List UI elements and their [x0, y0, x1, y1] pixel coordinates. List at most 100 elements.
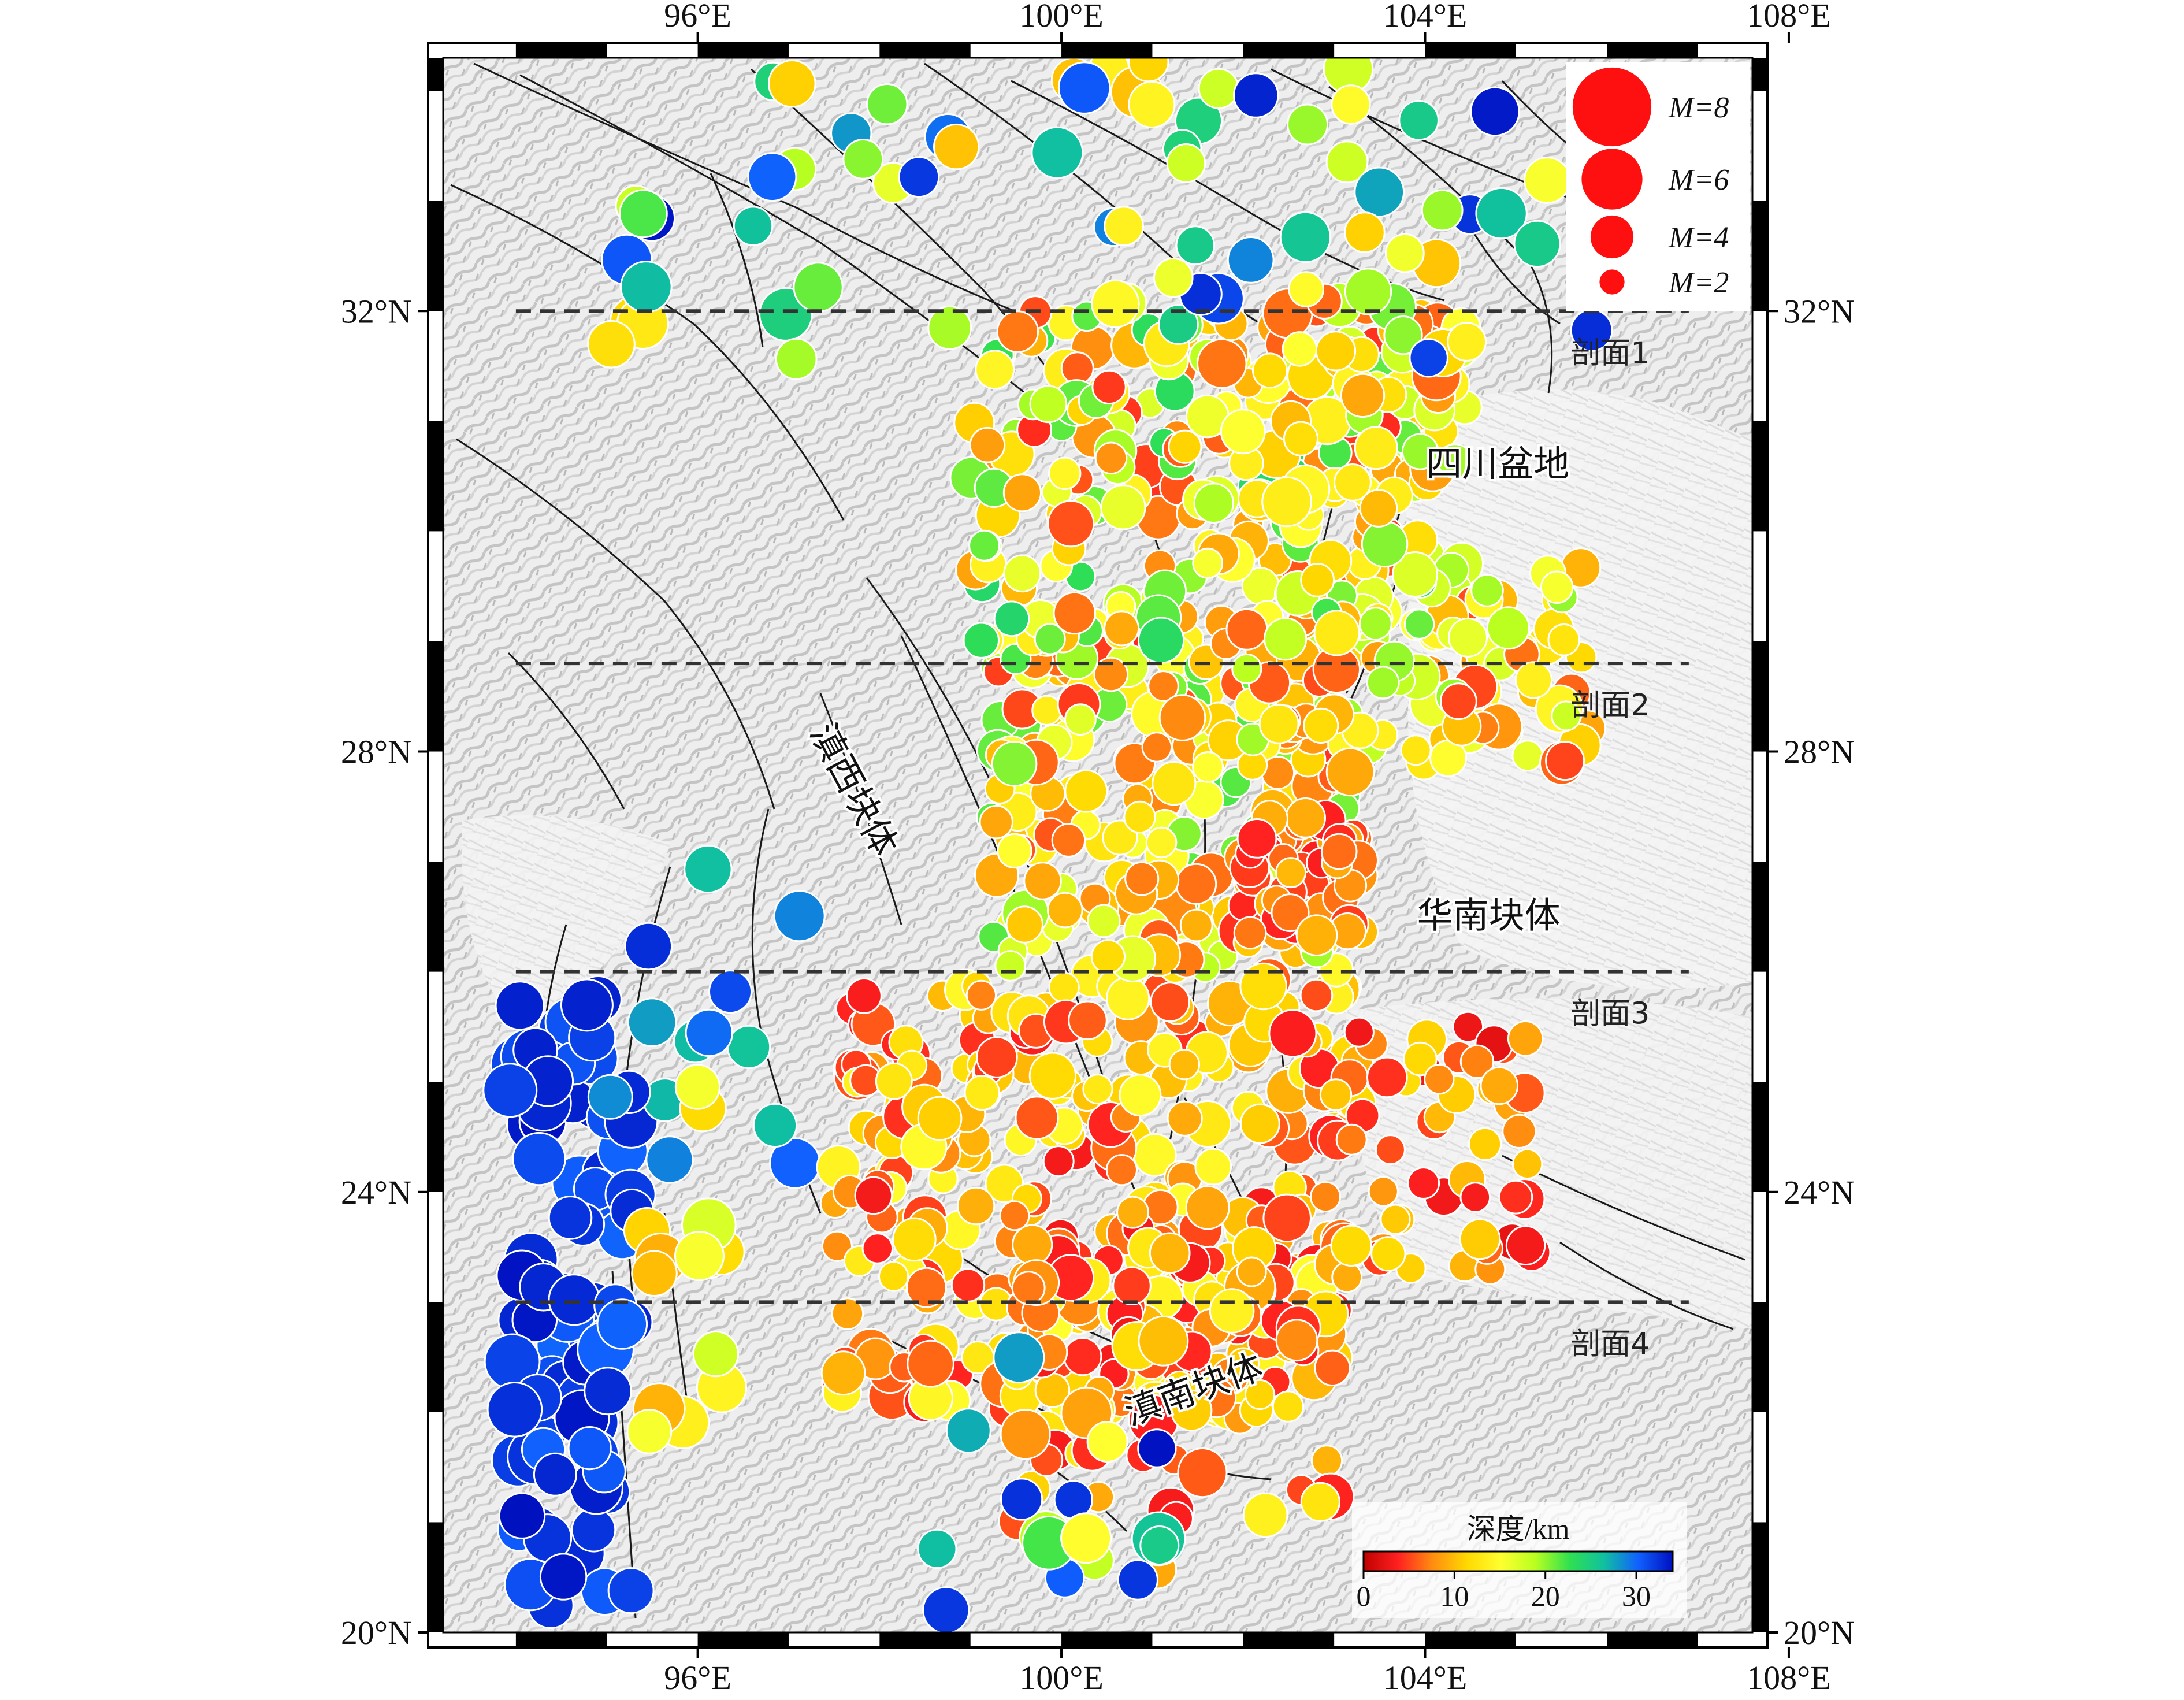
profile-2-label: 剖面2 [1570, 688, 1650, 723]
earthquake-event [1158, 694, 1206, 741]
earthquake-event [1012, 1224, 1053, 1265]
earthquake-event [773, 890, 826, 942]
earthquake-event [993, 1331, 1045, 1384]
legend-label-m8: M=8 [1668, 91, 1729, 124]
earthquake-event [1268, 1009, 1317, 1058]
earthquake-event [1119, 1074, 1162, 1117]
earthquake-event [1383, 315, 1423, 355]
frame-segment [1425, 1632, 1516, 1647]
depth-colorbar: 深度/km 0 10 20 30 [1352, 1502, 1687, 1618]
earthquake-event [1209, 1288, 1255, 1334]
earthquake-event [1344, 211, 1386, 253]
frame-segment [428, 201, 443, 311]
earthquake-event [1057, 61, 1111, 114]
earthquake-event [1005, 905, 1044, 944]
earthquake-event [1048, 971, 1080, 1004]
earthquake-event [548, 1196, 593, 1240]
earthquake-event [1170, 1389, 1213, 1432]
earthquake-event [1236, 818, 1277, 859]
earthquake-event [1354, 166, 1405, 218]
earthquake-event [1168, 1048, 1201, 1081]
lon-tick-label-bottom: 108°E [1747, 1659, 1831, 1697]
earthquake-event [922, 1586, 970, 1632]
earthquake-event [619, 189, 668, 239]
legend-circle-m4 [1590, 215, 1634, 259]
earthquake-event [1003, 554, 1042, 593]
earthquake-event [1262, 1193, 1312, 1243]
earthquake-event [866, 83, 908, 125]
earthquake-event [950, 1268, 986, 1302]
earthquake-event [1354, 426, 1398, 470]
earthquake-event [1053, 591, 1097, 635]
lon-tick-label-top: 108°E [1747, 0, 1831, 34]
earthquake-event [620, 261, 673, 313]
earthquake-event [1225, 608, 1268, 651]
earthquake-event [1128, 81, 1176, 128]
earthquake-event [1310, 1181, 1341, 1213]
earthquake-event [1400, 734, 1432, 766]
earthquake-event [999, 1200, 1030, 1231]
earthquake-event [708, 970, 752, 1014]
south-china-block-label: 华南块体 [1417, 894, 1561, 936]
earthquake-event [917, 1528, 957, 1569]
earthquake-event [1437, 443, 1473, 479]
sichuan-basin-label: 四川盆地 [1426, 443, 1569, 485]
earthquake-event [1368, 1176, 1399, 1207]
earthquake-event [1319, 1078, 1353, 1111]
earthquake-event [1258, 703, 1299, 744]
earthquake-event [1090, 939, 1126, 974]
earthquake-event [1242, 1492, 1288, 1538]
earthquake-event [1452, 1011, 1484, 1043]
earthquake-event [1513, 220, 1561, 268]
earthquake-event [1380, 1204, 1411, 1235]
earthquake-event [831, 1297, 864, 1330]
earthquake-event [997, 833, 1032, 869]
earthquake-event [793, 262, 844, 313]
earthquake-event [1275, 857, 1307, 889]
lon-tick-label-top: 104°E [1383, 0, 1468, 34]
earthquake-event [1300, 1482, 1340, 1522]
earthquake-event [627, 997, 677, 1047]
earthquake-event [898, 156, 940, 198]
earthquake-event [1385, 233, 1425, 273]
earthquake-event [1344, 268, 1392, 315]
colorbar-tick-label: 30 [1622, 1580, 1651, 1612]
earthquake-event [1282, 331, 1318, 367]
earthquake-event [1330, 1224, 1372, 1267]
earthquake-event [1051, 823, 1086, 858]
earthquake-event [1403, 1041, 1438, 1077]
legend-label-m2: M=2 [1668, 266, 1729, 299]
frame-segment [697, 1632, 789, 1647]
earthquake-event [1375, 1134, 1406, 1165]
earthquake-event [1233, 916, 1267, 950]
earthquake-event [1252, 352, 1288, 389]
earthquake-event [533, 1452, 577, 1497]
frame-segment [1752, 862, 1767, 972]
lat-tick-label-right: 20°N [1784, 1614, 1855, 1651]
earthquake-event [964, 1075, 1000, 1111]
earthquake-event [1407, 1167, 1440, 1200]
earthquake-event [1147, 670, 1179, 702]
earthquake-event [1047, 500, 1095, 548]
earthquake-event [927, 305, 972, 350]
earthquake-event [965, 979, 997, 1011]
earthquake-event [1335, 1123, 1368, 1156]
earthquake-event [1524, 157, 1571, 204]
earthquake-event [1112, 1266, 1152, 1305]
earthquake-event [1275, 1319, 1318, 1362]
earthquake-event [820, 1350, 866, 1396]
earthquake-event [1421, 189, 1464, 232]
earthquake-event [1031, 695, 1063, 726]
earthquake-event [768, 60, 816, 108]
earthquake-event [1233, 72, 1279, 118]
earthquake-event [1459, 1044, 1495, 1079]
earthquake-event [1015, 1096, 1059, 1140]
earthquake-event [1175, 863, 1217, 905]
earthquake-event [1358, 607, 1392, 641]
earthquake-event [1094, 441, 1128, 475]
earthquake-event [747, 152, 797, 202]
colorbar-tick-label: 20 [1531, 1580, 1560, 1612]
earthquake-event [1149, 1232, 1191, 1274]
earthquake-event [685, 1008, 734, 1057]
lat-tick-label-left: 32°N [341, 292, 412, 330]
